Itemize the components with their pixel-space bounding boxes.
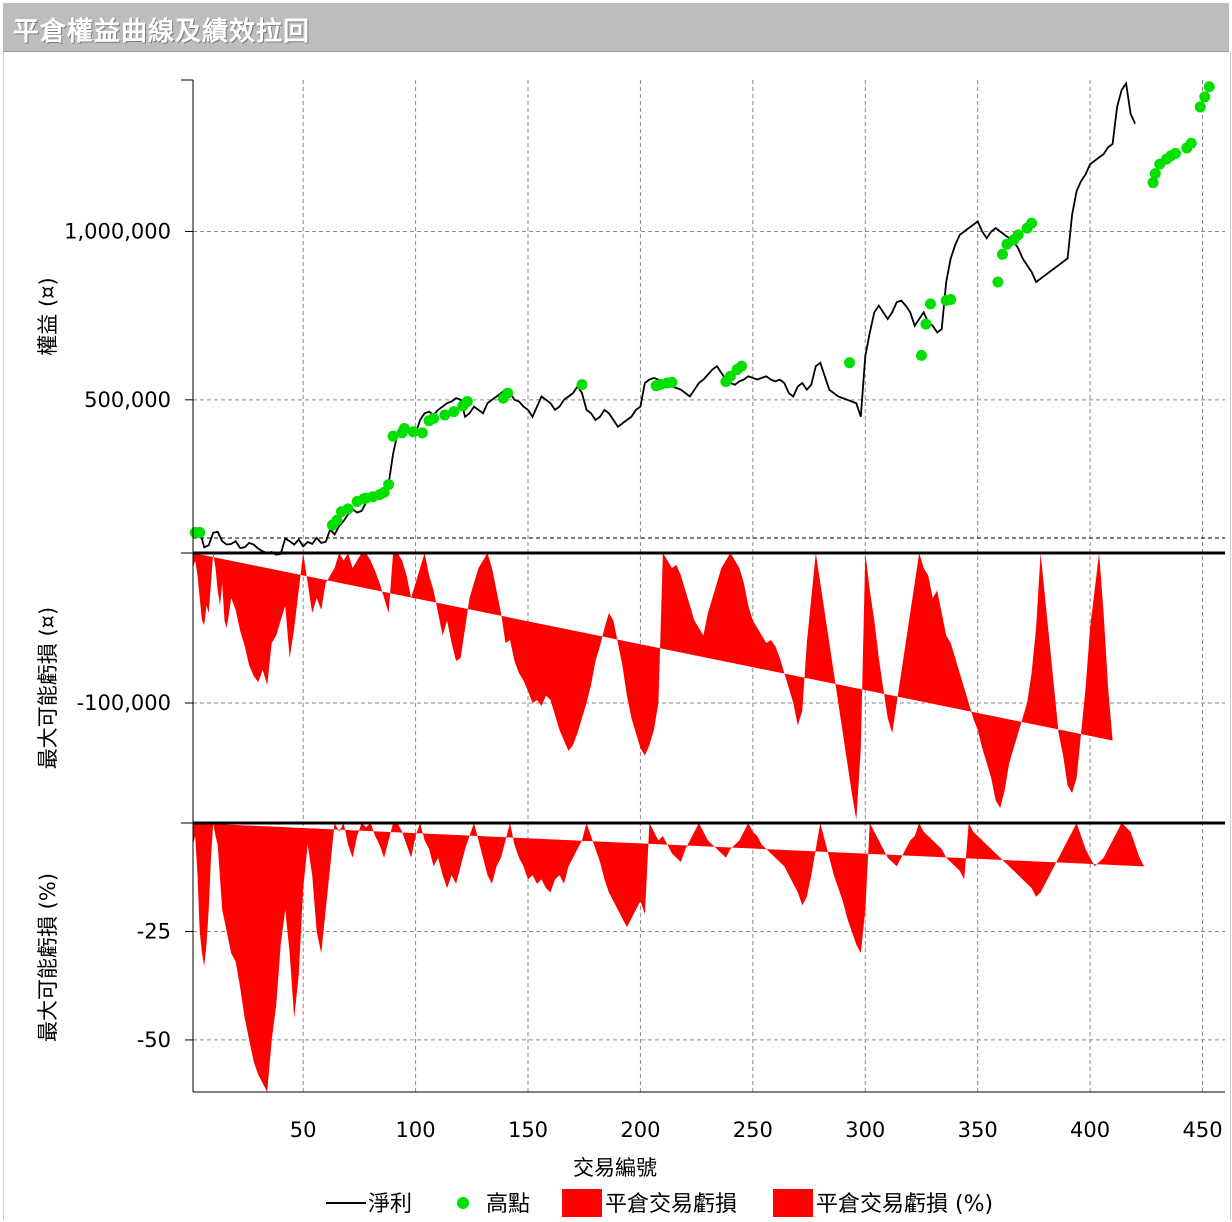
high-point-marker [844,357,856,369]
high-point-marker [992,276,1004,288]
x-tick-label: 100 [396,1118,436,1142]
high-point-marker [1026,217,1038,229]
x-tick-label: 150 [508,1118,548,1142]
x-tick-label: 400 [1070,1118,1110,1142]
legend-area-swatch [562,1189,602,1217]
x-tick-label: 200 [620,1118,660,1142]
y-axis-title: 權益 (¤) [36,277,60,355]
high-point-marker [416,427,428,439]
window-title: 平倉權益曲線及績效拉回 [13,17,311,47]
high-point-marker [387,430,399,442]
y-axis-title: 最大可能虧損 (¤) [36,607,60,769]
y-axis-title: 最大可能虧損 (%) [36,873,60,1042]
high-point-marker [1012,229,1024,241]
x-tick-label: 300 [845,1118,885,1142]
high-point-marker [398,422,410,434]
high-point-marker [666,376,678,388]
high-point-marker [502,387,514,399]
axis-layer [181,79,1225,1093]
drawdown-percent-area [193,823,1145,1092]
high-point-marker [194,526,206,538]
mark-layer [189,80,1215,1092]
x-tick-label: 50 [290,1118,317,1142]
high-point-marker [383,479,395,491]
legend-label: 淨利 [368,1192,412,1217]
high-point-marker [1194,101,1206,113]
high-point-marker [331,514,343,526]
high-point-marker [461,396,473,408]
high-point-marker [924,298,936,310]
y-tick-label: 500,000 [84,388,171,412]
high-point-marker [736,360,748,372]
high-point-marker [945,293,957,305]
y-tick-label: -50 [137,1028,171,1052]
label-layer: 50 100 150 200 250 300 350 400 450 500,000 1,000,0… [36,219,1223,1180]
legend-label: 平倉交易虧損 (%) [816,1192,993,1217]
legend-label: 高點 [486,1192,530,1217]
high-point-marker [920,318,932,330]
high-point-marker [439,409,451,421]
high-point-marker [1185,137,1197,149]
x-tick-label: 450 [1182,1118,1222,1142]
high-point-marker [576,379,588,391]
y-tick-label: 1,000,000 [64,219,171,243]
y-tick-label: -100,000 [77,691,171,715]
high-point-marker [1147,177,1159,189]
title-bar: 平倉權益曲線及績效拉回 [3,3,1229,52]
legend-dot-swatch [457,1197,469,1209]
x-axis-title: 交易編號 [573,1156,657,1180]
high-point-marker [428,412,440,424]
high-point-marker [1199,91,1211,103]
legend: 淨利 高點 平倉交易虧損 平倉交易虧損 (%) [326,1189,993,1217]
high-point-marker [1170,147,1182,159]
drawdown-area [193,553,1113,820]
high-point-marker [1203,81,1215,93]
high-point-marker [407,426,419,438]
high-point-marker [342,503,354,515]
net-profit-line [192,80,1136,556]
high-point-marker [915,349,927,361]
legend-area-swatch [773,1189,813,1217]
x-tick-label: 350 [958,1118,998,1142]
high-point-marker [996,248,1008,260]
legend-label: 平倉交易虧損 [605,1192,737,1217]
high-point-marker [1149,168,1161,180]
chart-frame [3,52,1231,1220]
high-point-marker [448,406,460,418]
y-tick-label: -25 [137,919,171,943]
x-tick-label: 250 [733,1118,773,1142]
high-point-marker [724,370,736,382]
